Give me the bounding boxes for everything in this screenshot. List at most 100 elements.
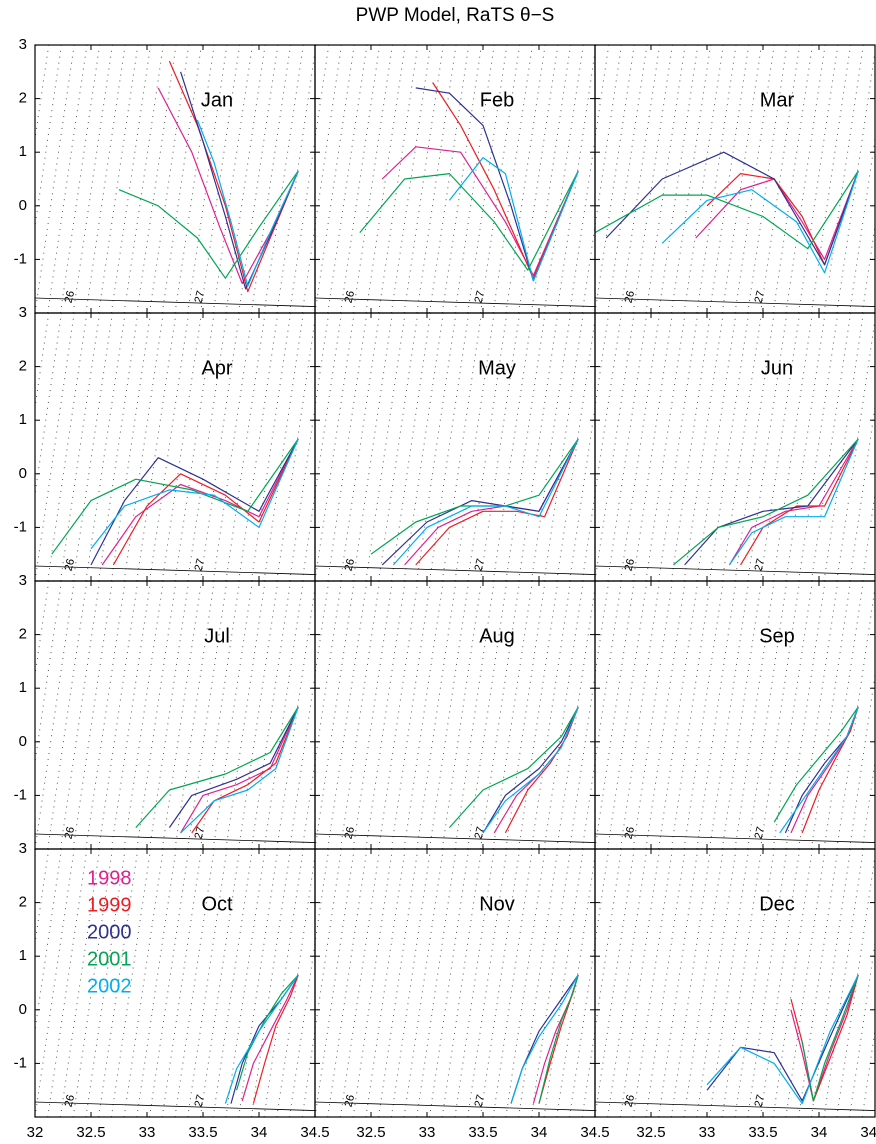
isopycnal (530, 581, 572, 849)
series-line (790, 706, 859, 834)
series-line (706, 974, 859, 1102)
isopycnal (441, 313, 482, 581)
isopycnal (35, 45, 37, 56)
y-tick-label: 1 (19, 679, 27, 696)
isopycnal (467, 313, 508, 581)
isopycnal (315, 313, 355, 581)
isopycnal (759, 849, 801, 1117)
isopycnal (759, 581, 801, 849)
isopycnal (721, 581, 762, 849)
isopycnal-label: 27 (193, 826, 208, 841)
isopycnal (607, 849, 648, 1117)
isopycnal (35, 581, 62, 766)
isopycnal (505, 581, 546, 849)
isopycnal (149, 45, 190, 313)
series-line (252, 974, 299, 1104)
isopycnal (110, 45, 152, 313)
series-line (728, 438, 859, 566)
isopycnal (861, 222, 875, 313)
isopycnal (352, 45, 393, 313)
freezing-line (35, 833, 315, 843)
freezing-line (35, 297, 315, 307)
isopycnal (314, 577, 315, 581)
series-line (90, 438, 299, 550)
isopycnal (619, 849, 661, 1117)
y-tick-label: 1 (19, 143, 27, 160)
isopycnal (632, 849, 673, 1117)
isopycnal (441, 849, 482, 1117)
isopycnal (136, 45, 177, 313)
isopycnal-label: 27 (473, 558, 488, 573)
isopycnal (632, 45, 673, 313)
isopycnal (315, 849, 317, 860)
isopycnal (352, 849, 393, 1117)
isopycnal (59, 45, 101, 313)
isopycnal (110, 313, 152, 581)
y-tick-label: 3 (19, 572, 27, 589)
isopycnal (378, 313, 419, 581)
x-tick-label: 34.5 (300, 1124, 329, 1141)
series-line (801, 706, 859, 834)
y-tick-label: -1 (14, 786, 27, 803)
freezing-line (315, 1101, 595, 1111)
isopycnal (72, 45, 113, 313)
freezing-line (315, 565, 595, 575)
isopycnal (595, 313, 635, 581)
isopycnal (479, 313, 521, 581)
series-line (448, 157, 579, 282)
isopycnal (327, 45, 368, 313)
series-line (180, 706, 299, 834)
plot-area: 26 27 (595, 849, 875, 1117)
y-tick-label: 2 (19, 626, 27, 643)
isopycnal (250, 849, 292, 1117)
plot-area: 26 27 (35, 45, 315, 313)
panel: 26 27 Sep (594, 580, 876, 850)
series-line (482, 706, 579, 834)
isopycnal (85, 581, 126, 849)
isopycnal (238, 849, 279, 1117)
isopycnal (35, 45, 75, 313)
isopycnal (416, 849, 457, 1117)
series-line (784, 706, 859, 834)
isopycnal (301, 222, 315, 313)
isopycnal (594, 845, 595, 849)
isopycnal-label: 26 (343, 558, 358, 573)
isopycnal (35, 313, 50, 411)
isopycnal-label: 27 (753, 558, 768, 573)
y-tick-label: 2 (19, 90, 27, 107)
isopycnal (798, 45, 839, 313)
isopycnal (595, 581, 635, 849)
panel-title: Aug (479, 626, 515, 648)
series-line (90, 438, 299, 566)
series-line (504, 706, 579, 834)
series-line (790, 974, 859, 1102)
panel-frame (314, 848, 596, 1118)
x-tick-label: 34 (811, 1124, 828, 1141)
isopycnal (670, 313, 712, 581)
panel: 26 27 Jun (594, 312, 876, 582)
x-tick-label: 33.5 (468, 1124, 497, 1141)
panel-frame (34, 312, 316, 582)
isopycnal (696, 581, 737, 849)
series-line (790, 974, 859, 1102)
x-tick-label: 33.5 (188, 1124, 217, 1141)
isopycnal-label: 27 (193, 1094, 208, 1109)
isopycnal (0, 313, 23, 581)
isopycnal (849, 939, 875, 1117)
x-tick-label: 33.5 (748, 1124, 777, 1141)
isopycnal (225, 581, 266, 849)
isopycnal (315, 849, 342, 1034)
isopycnal (734, 849, 775, 1117)
isopycnal (98, 581, 139, 849)
isopycnal (390, 581, 432, 849)
series-line (432, 82, 579, 279)
plot-area: 26 27 (0, 313, 315, 581)
isopycnal (315, 581, 317, 592)
isopycnal (35, 581, 50, 679)
isopycnal-label: 27 (193, 290, 208, 305)
series-line (661, 170, 859, 274)
series-line (381, 438, 579, 566)
isopycnal-label: 26 (343, 826, 358, 841)
isopycnal (645, 313, 686, 581)
freezing-line (595, 1101, 875, 1111)
